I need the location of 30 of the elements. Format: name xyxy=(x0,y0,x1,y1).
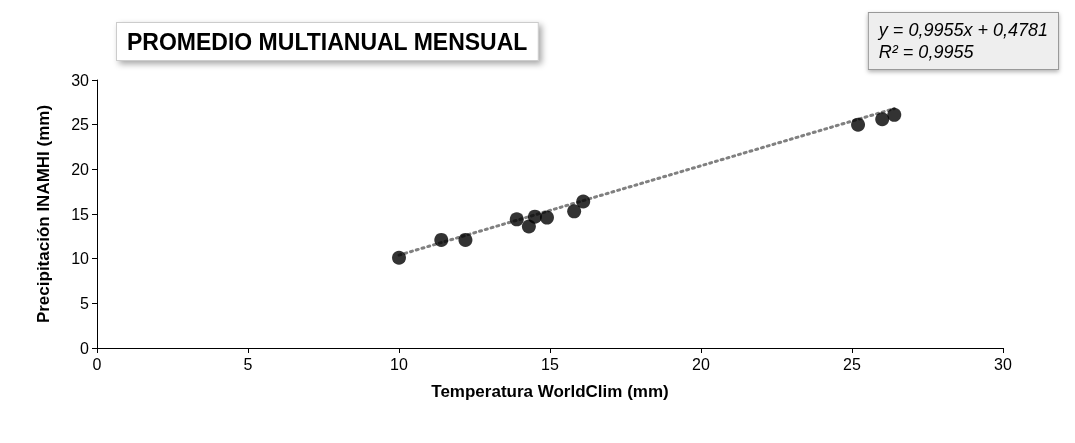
y-tick-label: 0 xyxy=(80,339,90,357)
text: y = 0,9955x + 0,4781 R² = 0,9955 xyxy=(876,20,1048,62)
x-tick-label: 10 xyxy=(390,355,408,373)
y-tick-label: 10 xyxy=(71,250,90,268)
point xyxy=(527,209,542,224)
point xyxy=(851,117,866,132)
x-tick-label: 5 xyxy=(243,355,253,373)
x-tick-label: 0 xyxy=(92,355,102,373)
x-tick-label: 20 xyxy=(692,355,710,373)
x-tick-label: 25 xyxy=(843,355,861,373)
chart-title: PROMEDIO MULTIANUAL MENSUAL xyxy=(127,28,528,55)
y-tick-label: 30 xyxy=(71,71,90,89)
point xyxy=(521,219,536,234)
x-tick-label: 30 xyxy=(994,355,1012,373)
point xyxy=(509,212,524,227)
x-axis-title: Temperatura WorldClim (mm) xyxy=(431,382,669,401)
point xyxy=(567,204,582,219)
point xyxy=(392,250,406,265)
y-tick-label: 20 xyxy=(71,160,90,178)
point xyxy=(539,210,554,225)
x-tick-label: 15 xyxy=(541,355,559,373)
point xyxy=(887,107,902,122)
point xyxy=(434,232,449,247)
y-axis-title: Precipitación INAMHI (mm) xyxy=(34,104,53,324)
point xyxy=(875,112,890,127)
y-tick-label: 5 xyxy=(80,294,90,312)
point xyxy=(576,194,591,209)
y-tick-label: 25 xyxy=(71,116,90,134)
y-tick-label: 15 xyxy=(71,205,90,223)
point xyxy=(458,232,473,247)
